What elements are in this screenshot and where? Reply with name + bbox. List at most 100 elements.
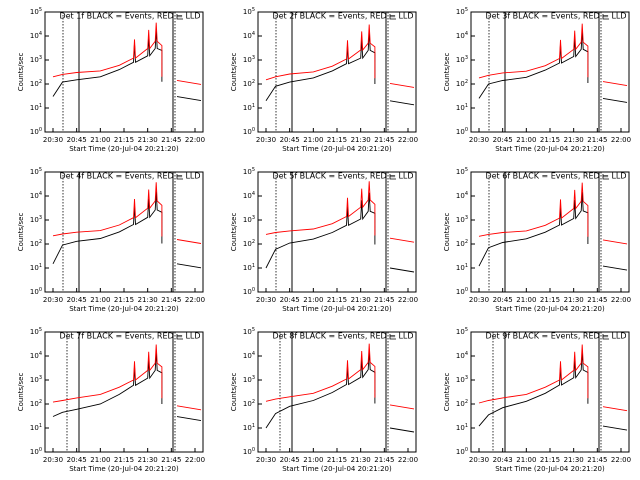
x-tick-label: 21:00	[90, 136, 110, 144]
y-tick-label: 103	[456, 55, 468, 64]
y-axis-label: Counts/sec	[230, 213, 238, 252]
plot-frame	[44, 11, 204, 133]
plot-frame	[44, 171, 204, 293]
x-tick-label: 20:30	[469, 296, 489, 304]
series-tail	[176, 96, 202, 101]
series-events-line	[52, 29, 163, 97]
x-tick-label: 20:45	[493, 296, 513, 304]
series-lld-line	[478, 23, 589, 79]
x-axis-label: Start Time (20-Jul-04 20:21:20)	[69, 145, 179, 153]
corner-bracket	[176, 334, 183, 340]
x-tick-label: 21:45	[374, 456, 394, 464]
y-tick-label: 104	[30, 31, 42, 40]
x-tick-label: 20:30	[256, 136, 276, 144]
x-tick-label: 21:00	[303, 456, 323, 464]
x-tick-label: 22:00	[185, 456, 205, 464]
y-tick-label: 101	[30, 423, 42, 432]
y-axis-label: Counts/sec	[17, 373, 25, 412]
y-tick-label: 103	[30, 55, 42, 64]
x-tick-label: 21:00	[90, 456, 110, 464]
x-tick-label: 21:00	[303, 296, 323, 304]
y-tick-label: 103	[243, 215, 255, 224]
series-tail	[389, 237, 415, 243]
x-axis-label: Start Time (20-Jul-04 20:21:20)	[69, 305, 179, 313]
series-lld-line	[478, 182, 589, 237]
series-tail	[389, 427, 415, 433]
corner-bracket	[389, 14, 396, 20]
x-axis-label: Start Time (20-Jul-04 20:21:20)	[282, 465, 392, 473]
x-tick-label: 21:30	[138, 296, 158, 304]
plot-frame	[257, 11, 417, 133]
x-tick-label: 20:45	[67, 456, 87, 464]
series-lld-line	[52, 22, 163, 78]
y-tick-label: 100	[243, 287, 255, 296]
x-axis-label: Start Time (20-Jul-04 20:21:20)	[69, 465, 179, 473]
x-tick-label: 22:00	[185, 296, 205, 304]
x-tick-label: 22:00	[611, 136, 631, 144]
y-tick-label: 103	[243, 375, 255, 384]
x-tick-label: 22:00	[611, 456, 631, 464]
y-axis-label: Counts/sec	[443, 373, 451, 412]
y-tick-label: 104	[456, 191, 468, 200]
plot-frame	[470, 171, 630, 293]
series-lld-line	[265, 24, 376, 81]
series-events-line	[265, 350, 376, 429]
x-tick-label: 21:15	[114, 456, 134, 464]
chart-title: Det 6f BLACK = Events, RED = LLD	[485, 172, 626, 181]
x-tick-label: 21:30	[138, 136, 158, 144]
plot-frame	[44, 331, 204, 453]
y-tick-label: 100	[456, 127, 468, 136]
y-tick-label: 102	[456, 79, 468, 88]
series-lld-line	[478, 344, 589, 404]
y-tick-label: 102	[243, 399, 255, 408]
x-axis-label: Start Time (20-Jul-04 20:21:20)	[495, 465, 605, 473]
chart-title: Det 9f BLACK = Events, RED = LLD	[485, 332, 626, 341]
y-axis-label: Counts/sec	[443, 213, 451, 252]
y-tick-label: 100	[456, 287, 468, 296]
y-tick-label: 100	[243, 127, 255, 136]
y-tick-label: 105	[30, 7, 42, 16]
series-events-line	[478, 30, 589, 99]
panel-2: Det 2f BLACK = Events, RED = LLD 100 101 10…	[230, 7, 418, 153]
x-tick-label: 22:00	[398, 456, 418, 464]
x-tick-label: 21:15	[327, 136, 347, 144]
x-tick-label: 21:30	[351, 296, 371, 304]
y-tick-label: 102	[243, 79, 255, 88]
y-tick-label: 104	[456, 351, 468, 360]
series-tail	[176, 263, 202, 269]
chart-title: Det 5f BLACK = Events, RED = LLD	[272, 172, 413, 181]
x-tick-label: 21:45	[587, 456, 607, 464]
x-tick-label: 20:30	[469, 456, 489, 464]
y-tick-label: 102	[243, 239, 255, 248]
series-tail	[389, 267, 415, 273]
y-tick-label: 100	[30, 287, 42, 296]
x-tick-label: 20:30	[469, 136, 489, 144]
series-events-line	[52, 191, 163, 265]
series-tail	[602, 81, 628, 87]
x-tick-label: 21:00	[90, 296, 110, 304]
x-tick-label: 21:15	[540, 136, 560, 144]
series-tail	[176, 405, 202, 411]
y-tick-label: 102	[30, 79, 42, 88]
x-tick-label: 21:30	[564, 456, 584, 464]
plot-frame	[470, 331, 630, 453]
series-lld-line	[265, 181, 376, 236]
y-tick-label: 100	[30, 127, 42, 136]
series-events-line	[265, 31, 376, 102]
y-tick-label: 101	[30, 263, 42, 272]
y-tick-label: 103	[456, 375, 468, 384]
y-tick-label: 104	[30, 191, 42, 200]
series-tail	[602, 425, 628, 431]
x-tick-label: 21:15	[327, 456, 347, 464]
series-tail	[602, 239, 628, 245]
chart-title: Det 2f BLACK = Events, RED = LLD	[272, 12, 413, 21]
x-tick-label: 20:45	[67, 296, 87, 304]
y-tick-label: 105	[30, 167, 42, 176]
panel-7: Det 7f BLACK = Events, RED = LLD 100 101 10…	[17, 327, 205, 473]
y-tick-label: 104	[243, 31, 255, 40]
x-tick-label: 21:45	[374, 296, 394, 304]
x-tick-label: 21:45	[161, 136, 181, 144]
x-tick-label: 20:45	[493, 136, 513, 144]
x-tick-label: 20:45	[67, 136, 87, 144]
